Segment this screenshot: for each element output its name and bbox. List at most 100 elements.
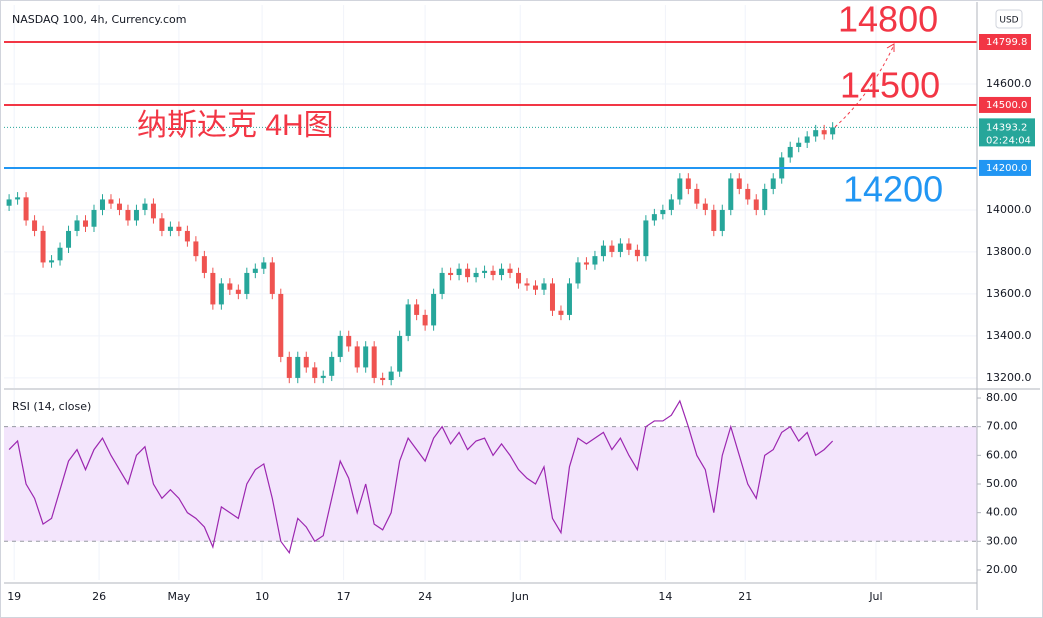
candle-body: [49, 260, 55, 263]
candle-body: [566, 283, 572, 315]
candle-body: [295, 356, 301, 378]
candle-body: [40, 230, 46, 263]
candle-body: [617, 243, 623, 252]
x-tick-label: 17: [337, 590, 351, 603]
candle-body: [702, 203, 708, 210]
candle-body: [804, 136, 810, 143]
y-tick-label: 40.00: [986, 506, 1018, 519]
y-tick-label: 50.00: [986, 477, 1018, 490]
candle-body: [57, 247, 63, 261]
candle-body: [303, 356, 309, 368]
candle-body: [685, 178, 691, 189]
candle-body: [133, 209, 139, 221]
x-tick-label: 14: [658, 590, 672, 603]
candle-body: [329, 356, 335, 376]
candle-body: [736, 178, 742, 189]
arrow: [834, 46, 894, 128]
annotation: 14800: [838, 0, 938, 40]
candle-body: [150, 203, 156, 219]
x-tick-label: 21: [738, 590, 752, 603]
candle-body: [388, 371, 394, 381]
candle-body: [507, 268, 513, 273]
candle-body: [422, 314, 428, 326]
candle-body: [668, 199, 674, 210]
candle-body: [83, 220, 89, 227]
candle-body: [448, 272, 454, 276]
candle-body: [354, 346, 360, 368]
x-tick-label: 10: [255, 590, 269, 603]
candle-body: [558, 310, 564, 315]
x-tick-label: 26: [92, 590, 106, 603]
candle-body: [397, 335, 403, 372]
candle-body: [99, 199, 105, 210]
x-tick-label: 19: [7, 590, 21, 603]
candle-body: [473, 272, 479, 278]
candle-body: [235, 289, 241, 294]
candle-body: [210, 272, 216, 305]
rsi-line: [8, 399, 834, 555]
candle-body: [549, 283, 555, 311]
candle-body: [6, 199, 12, 206]
candle-body: [380, 377, 386, 381]
candle-body: [227, 283, 233, 290]
candle-body: [482, 270, 488, 273]
candle-body: [499, 268, 505, 276]
candle-body: [575, 262, 581, 284]
level-label: 14200.0: [986, 163, 1027, 174]
candle-body: [728, 178, 734, 210]
candle-body: [719, 209, 725, 231]
level-label: 14799.8: [986, 37, 1027, 48]
marks: [4, 40, 977, 555]
candle-body: [23, 197, 29, 221]
grid: [4, 5, 981, 580]
candle-body: [167, 226, 173, 231]
candle-body: [634, 249, 640, 257]
candle-body: [583, 262, 589, 265]
candle-body: [516, 272, 522, 284]
candle-body: [677, 178, 683, 200]
y-tick-label: 14000.0: [986, 203, 1032, 216]
candle-body: [524, 283, 530, 286]
candle-body: [74, 220, 80, 231]
candle-body: [91, 209, 97, 227]
candle-body: [694, 188, 700, 204]
candle-body: [261, 262, 267, 269]
y-tick-label: 13800.0: [986, 245, 1032, 258]
y-tick-label: 14600.0: [986, 77, 1032, 90]
candle-body: [439, 272, 445, 294]
x-tick-label: Jul: [868, 590, 882, 603]
y-tick-label: 30.00: [986, 534, 1018, 547]
candle-body: [490, 270, 496, 276]
candle-body: [541, 283, 547, 290]
y-tick-label: 13600.0: [986, 287, 1032, 300]
annotation: 纳斯达克 4H图: [137, 109, 334, 142]
last-price-tag: [979, 118, 1035, 147]
candle-body: [184, 230, 190, 242]
y-tick-label: 60.00: [986, 448, 1018, 461]
candle-body: [66, 230, 72, 248]
overlay: 19 26 May 10 17 24 Jun 14 21 Jul 13200.0 13400.0 136…: [7, 0, 1035, 603]
y-tick-label: 70.00: [986, 420, 1018, 433]
currency-box[interactable]: [995, 9, 1023, 29]
candle-body: [218, 283, 224, 305]
candle-body: [201, 256, 207, 273]
candle-body: [244, 272, 250, 294]
candle-body: [269, 262, 275, 294]
candle-body: [626, 243, 632, 250]
candle-body: [125, 209, 131, 221]
level-tag: [979, 33, 1031, 50]
candle-body: [745, 188, 751, 200]
candle-body: [770, 178, 776, 189]
candle-body: [15, 197, 21, 200]
candle-body: [592, 256, 598, 265]
candle-body: [371, 346, 377, 378]
annotation: 14500: [840, 65, 940, 106]
candle-body: [821, 130, 827, 135]
candle-body: [363, 346, 369, 368]
chart-title: NASDAQ 100, 4h, Currency.com: [12, 13, 186, 26]
candle-body: [796, 142, 802, 147]
x-tick-label: Jun: [511, 590, 529, 603]
candle-body: [762, 188, 768, 210]
x-tick-label: May: [168, 590, 191, 603]
